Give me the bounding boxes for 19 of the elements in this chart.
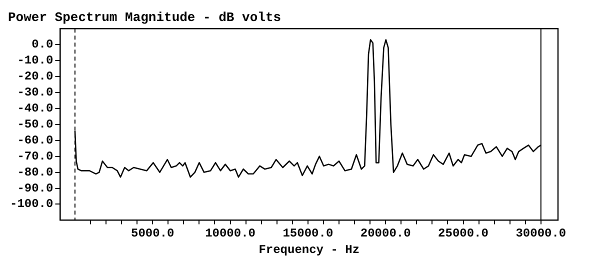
y-tick-label: -50.0 [17,117,54,132]
chart-title: Power Spectrum Magnitude - dB volts [8,10,282,26]
x-axis-title: Frequency - Hz [258,242,360,257]
x-tick-label: 20000.0 [360,226,411,240]
y-tick-label: -80.0 [17,165,54,180]
x-tick-label: 30000.0 [516,226,566,240]
y-tick-label: -40.0 [17,101,54,116]
x-tick-label: 25000.0 [438,226,488,240]
x-tick-label: 15000.0 [282,226,334,240]
y-tick-label: -70.0 [17,149,54,164]
x-tick-label: 5000.0 [131,226,174,240]
x-tick-label: 10000.0 [205,226,256,240]
y-tick-label: 0.0 [32,38,54,52]
y-tick-label: -10.0 [17,54,54,68]
y-tick-label: -20.0 [17,70,54,84]
y-tick-label: -90.0 [17,181,54,196]
y-tick-label: -60.0 [17,133,54,148]
y-tick-label: -30.0 [17,85,54,100]
y-tick-label: -100.0 [10,197,54,212]
